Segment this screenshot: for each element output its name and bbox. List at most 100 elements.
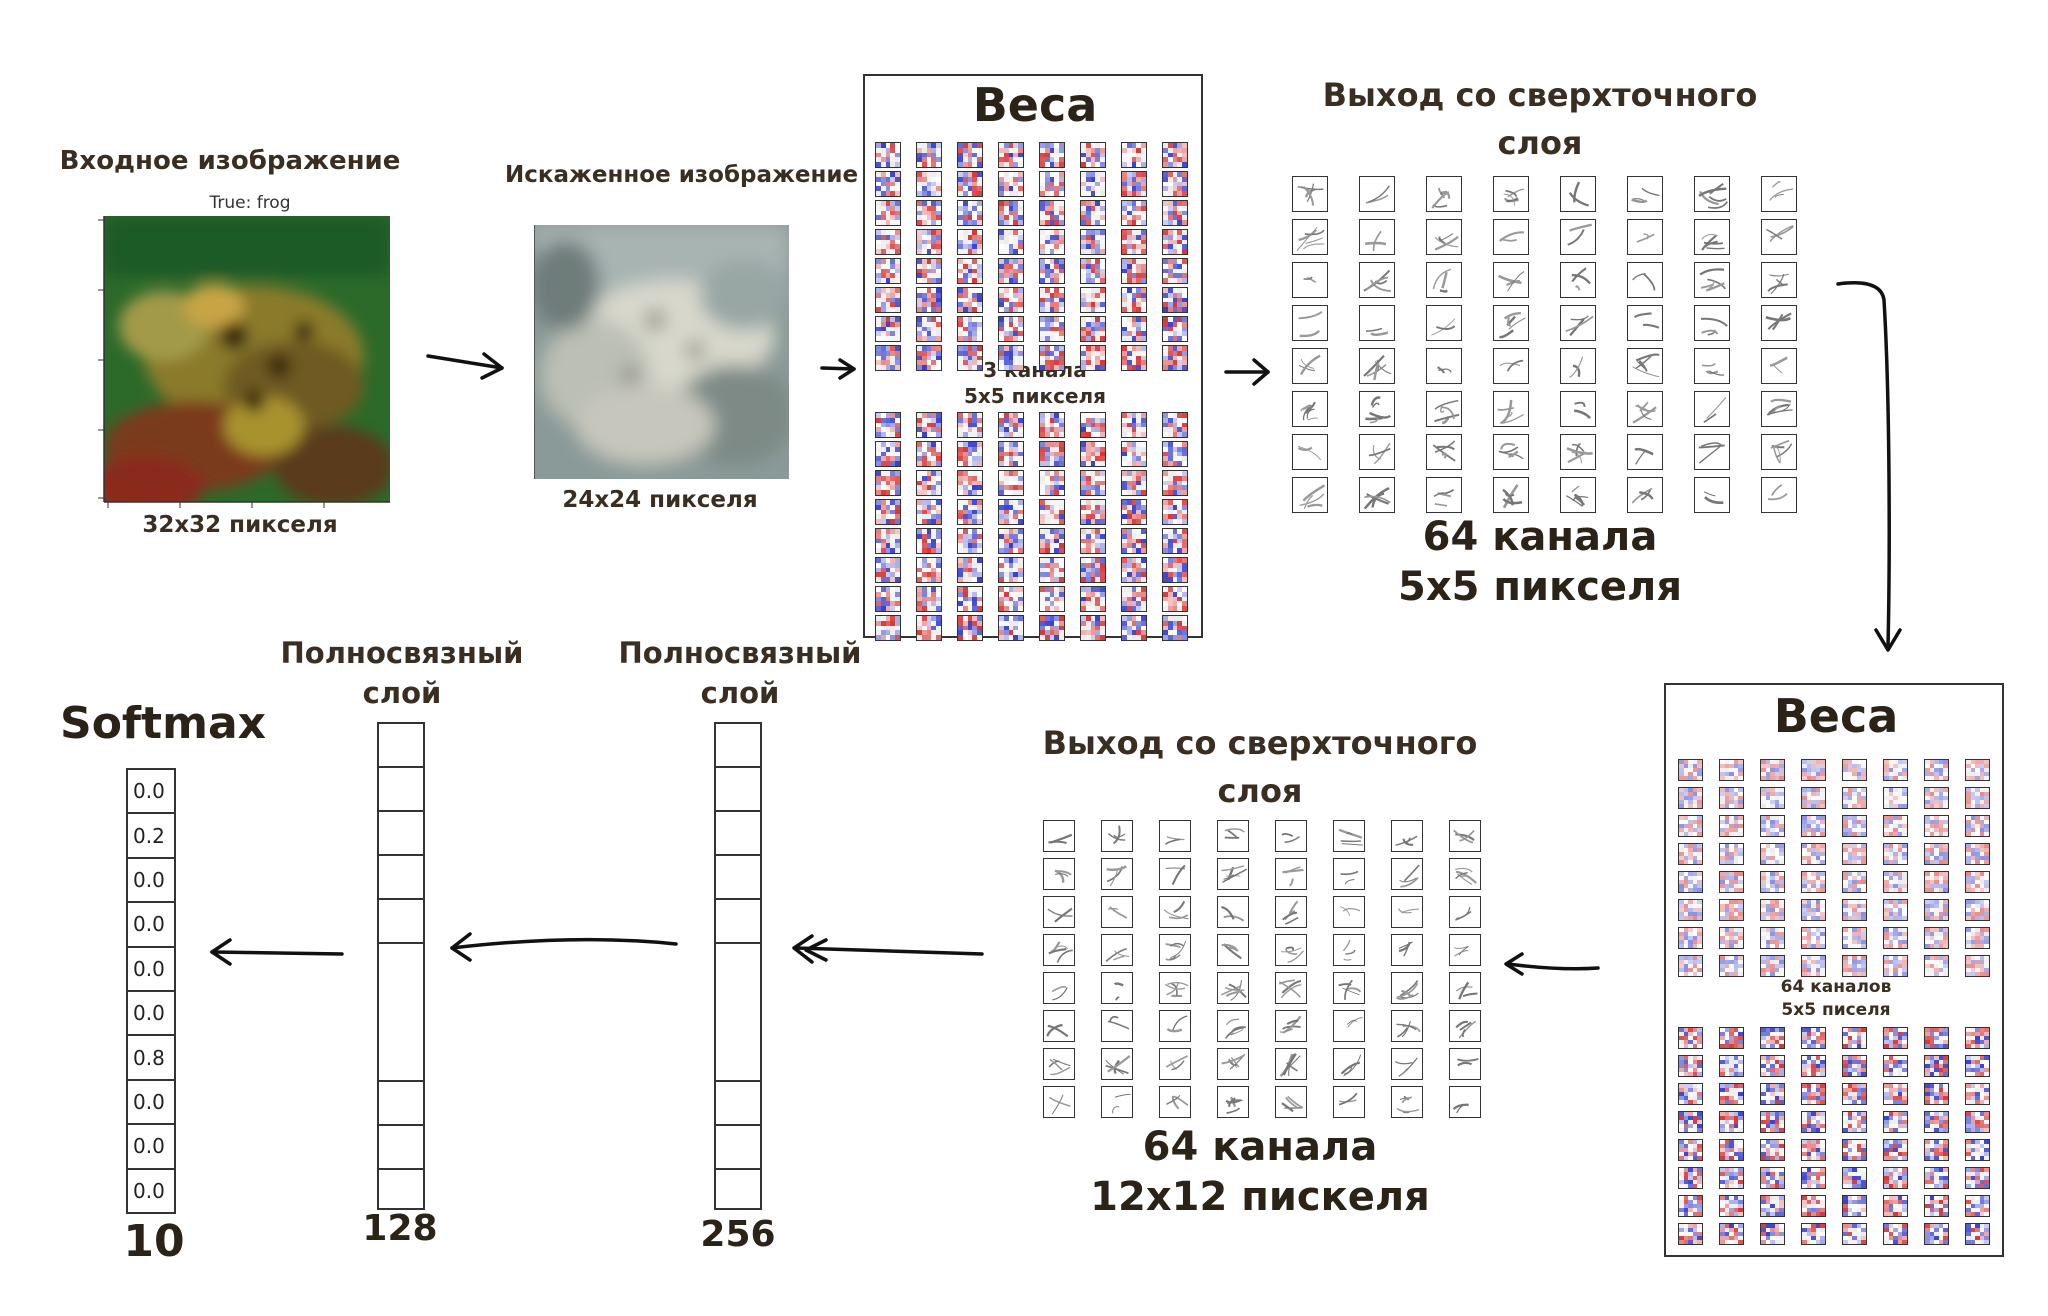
weight-filter-cell <box>1080 499 1106 525</box>
weight-filter-cell <box>1080 200 1106 226</box>
feature-map-cell <box>1694 176 1730 212</box>
weight-filter-cell <box>1924 1223 1949 1245</box>
weight-filter-cell <box>957 200 983 226</box>
weight-filter-cell <box>1842 927 1867 949</box>
weight-filter-cell <box>875 200 901 226</box>
weight-filter-cell <box>1121 316 1147 342</box>
weight-filter-cell <box>1080 441 1106 467</box>
conv-output-1-title-line2: слоя <box>1497 124 1583 162</box>
weight-filter-cell <box>1719 1167 1744 1189</box>
weight-filter-cell <box>1080 557 1106 583</box>
feature-map-cell <box>1426 219 1462 255</box>
feature-map-cell <box>1333 820 1365 852</box>
weight-filter-cell <box>1121 287 1147 313</box>
weight-filter-cell <box>1760 1055 1785 1077</box>
weights-panel-1-title: Веса <box>972 78 1098 132</box>
weight-filter-cell <box>1965 1167 1990 1189</box>
feature-map-cell <box>1761 262 1797 298</box>
feature-map-cell <box>1217 858 1249 890</box>
feature-map-cell <box>1159 1010 1191 1042</box>
weight-filter-cell <box>998 171 1024 197</box>
fc128-title-line2: слой <box>362 676 442 710</box>
weight-filter-cell <box>916 557 942 583</box>
weight-filter-cell <box>1801 899 1826 921</box>
arrow-fc256-to-fc128 <box>450 937 678 950</box>
feature-map-cell <box>1292 477 1328 513</box>
feature-map-cell <box>1694 262 1730 298</box>
weights-grid-2-top <box>1678 759 1990 977</box>
neuron-cell-divider <box>379 810 423 812</box>
weight-filter-cell <box>875 171 901 197</box>
feature-map-cell <box>1493 434 1529 470</box>
feature-map-cell <box>1275 934 1307 966</box>
input-image-caption: True: frog <box>209 193 291 213</box>
weight-filter-cell <box>1039 316 1065 342</box>
feature-map-cell <box>1275 896 1307 928</box>
feature-map-cell <box>1493 219 1529 255</box>
arrow-distorted-to-weights1 <box>820 366 856 371</box>
feature-map-cell <box>1217 1048 1249 1080</box>
weight-filter-cell <box>1883 927 1908 949</box>
weight-filter-cell <box>1121 499 1147 525</box>
weight-filter-cell <box>957 499 983 525</box>
weight-filter-cell <box>916 171 942 197</box>
input-image-title: Входное изображение <box>59 146 401 176</box>
neuron-cell-divider <box>716 1080 760 1082</box>
fc256-title-line2: слой <box>700 676 780 710</box>
conv-output-2-label-line1: 64 канала <box>1142 1124 1378 1170</box>
weight-filter-cell <box>1121 441 1147 467</box>
weight-filter-cell <box>875 499 901 525</box>
feature-map-cell <box>1159 820 1191 852</box>
weight-filter-cell <box>1801 955 1826 977</box>
weight-filter-cell <box>1965 759 1990 781</box>
neuron-cell-divider <box>716 810 760 812</box>
fc256-size-label: 256 <box>700 1214 776 1255</box>
weight-filter-cell <box>1801 1111 1826 1133</box>
weight-filter-cell <box>916 258 942 284</box>
weights-panel-1-label-line2: 5x5 пикселя <box>963 384 1106 408</box>
weight-filter-cell <box>1760 927 1785 949</box>
weight-filter-cell <box>1719 1139 1744 1161</box>
weight-filter-cell <box>1162 441 1188 467</box>
weight-filter-cell <box>998 557 1024 583</box>
weight-filter-cell <box>1719 1055 1744 1077</box>
weight-filter-cell <box>1760 759 1785 781</box>
weight-filter-cell <box>1801 1055 1826 1077</box>
weight-filter-cell <box>957 615 983 641</box>
weight-filter-cell <box>1924 815 1949 837</box>
feature-map-cell <box>1292 391 1328 427</box>
weight-filter-cell <box>1760 899 1785 921</box>
weight-filter-cell <box>1039 171 1065 197</box>
weight-filter-cell <box>916 316 942 342</box>
weights-panel-1: Веса 3 канала 5x5 пикселя <box>863 74 1203 641</box>
weight-filter-cell <box>1924 927 1949 949</box>
feature-map-cell <box>1694 477 1730 513</box>
conv-output-1-title-line1: Выход со сверхточного <box>1322 76 1758 114</box>
weight-filter-cell <box>1883 955 1908 977</box>
weight-filter-cell <box>1883 759 1908 781</box>
weight-filter-cell <box>1719 815 1744 837</box>
weight-filter-cell <box>1760 1167 1785 1189</box>
weight-filter-cell <box>1760 815 1785 837</box>
feature-map-cell <box>1159 1048 1191 1080</box>
weights-panel-2-title: Веса <box>1773 689 1899 743</box>
weight-filter-cell <box>1678 759 1703 781</box>
weight-filter-cell <box>1080 345 1106 371</box>
neuron-cell-divider <box>716 1168 760 1170</box>
weight-filter-cell <box>1121 258 1147 284</box>
softmax-value-cell: 0.0 <box>126 1078 176 1126</box>
feature-map-cell <box>1560 305 1596 341</box>
feature-map-cell <box>1275 820 1307 852</box>
weight-filter-cell <box>1121 615 1147 641</box>
feature-map-cell <box>1159 858 1191 890</box>
weight-filter-cell <box>957 470 983 496</box>
weight-filter-cell <box>1924 1111 1949 1133</box>
weight-filter-cell <box>916 441 942 467</box>
weight-filter-cell <box>1924 871 1949 893</box>
weight-filter-cell <box>875 287 901 313</box>
weight-filter-cell <box>998 258 1024 284</box>
weight-filter-cell <box>1080 258 1106 284</box>
weight-filter-cell <box>1801 1223 1826 1245</box>
weight-filter-cell <box>1760 843 1785 865</box>
weight-filter-cell <box>1924 1139 1949 1161</box>
